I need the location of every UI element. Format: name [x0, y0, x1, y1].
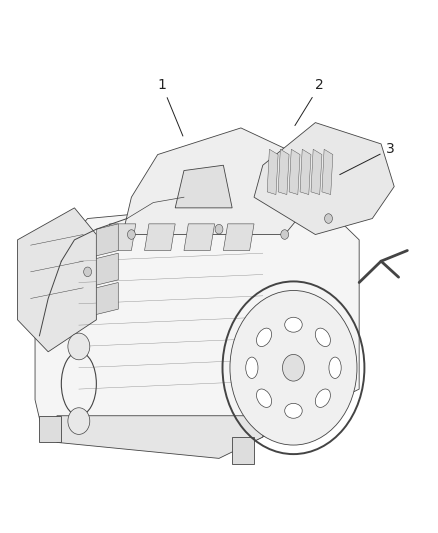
Polygon shape: [57, 416, 263, 458]
Polygon shape: [300, 149, 311, 195]
Polygon shape: [223, 224, 254, 251]
Text: 3: 3: [340, 142, 394, 175]
Ellipse shape: [285, 403, 302, 418]
Polygon shape: [123, 128, 307, 235]
Circle shape: [68, 408, 90, 434]
Circle shape: [84, 267, 92, 277]
Polygon shape: [289, 149, 300, 195]
Polygon shape: [145, 224, 175, 251]
Polygon shape: [254, 123, 394, 235]
Polygon shape: [35, 197, 359, 448]
Polygon shape: [96, 282, 118, 314]
Polygon shape: [232, 437, 254, 464]
Polygon shape: [278, 149, 289, 195]
Ellipse shape: [315, 389, 330, 407]
Polygon shape: [184, 224, 215, 251]
Circle shape: [283, 354, 304, 381]
Polygon shape: [322, 149, 333, 195]
Polygon shape: [18, 208, 96, 352]
Ellipse shape: [246, 357, 258, 378]
Text: 2: 2: [295, 78, 324, 126]
Circle shape: [325, 214, 332, 223]
Polygon shape: [39, 416, 61, 442]
Circle shape: [68, 333, 90, 360]
Circle shape: [127, 230, 135, 239]
Ellipse shape: [329, 357, 341, 378]
Circle shape: [215, 224, 223, 234]
Circle shape: [230, 290, 357, 445]
Polygon shape: [96, 224, 118, 256]
Polygon shape: [96, 253, 118, 285]
Text: 1: 1: [158, 78, 183, 136]
Polygon shape: [175, 165, 232, 208]
Polygon shape: [311, 149, 322, 195]
Ellipse shape: [285, 317, 302, 332]
Circle shape: [281, 230, 289, 239]
Ellipse shape: [257, 389, 272, 407]
Polygon shape: [267, 149, 278, 195]
Ellipse shape: [257, 328, 272, 346]
Ellipse shape: [315, 328, 330, 346]
Polygon shape: [105, 224, 136, 251]
